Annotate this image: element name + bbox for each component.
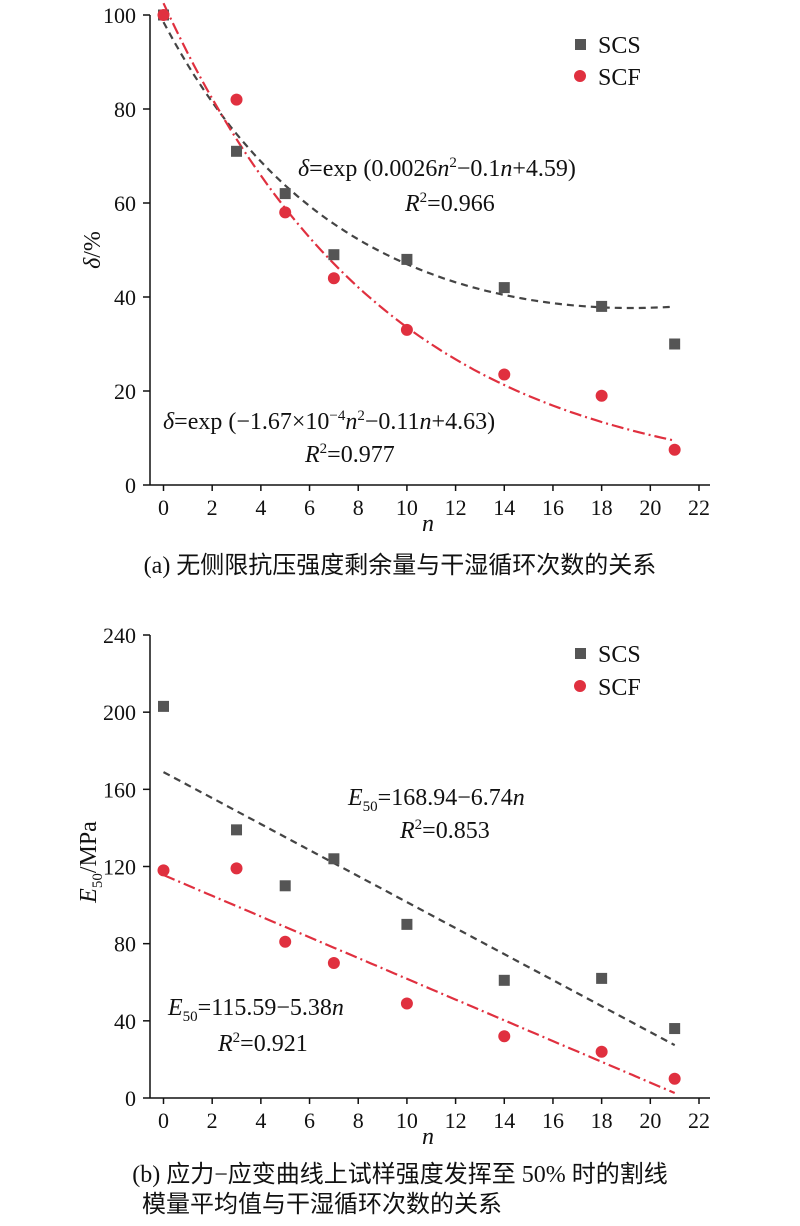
x-tick-label-b-22: 22 (688, 1108, 710, 1133)
y-tick-label-b-40: 40 (114, 1009, 136, 1034)
point-scf-b-2 (279, 935, 292, 948)
point-scs-a-2 (279, 188, 291, 200)
y-tick-label-a-80: 80 (114, 97, 136, 122)
y-tick-label-b-0: 0 (125, 1086, 136, 1111)
x-tick-label-a-10: 10 (396, 495, 418, 520)
point-scf-a-0 (157, 9, 170, 21)
point-scf-a-4 (400, 323, 413, 336)
x-axis-label-b: n (422, 1124, 434, 1150)
panel-a: 0 2 4 6 8 10 12 14 16 18 20 22 0 20 40 60 80 100 δ/% n SC… (80, 2, 710, 537)
x-axis-label-a: n (422, 511, 434, 537)
point-scs-b-0 (158, 700, 169, 712)
point-scs-b-3 (328, 853, 340, 865)
y-tick-label-b-160: 160 (103, 777, 136, 802)
x-tick-label-b-12: 12 (445, 1108, 467, 1133)
y-tick-label-a-20: 20 (114, 379, 136, 404)
x-tick-label-b-16: 16 (542, 1108, 564, 1133)
legend-scf-label-a: SCF (598, 65, 641, 91)
x-tick-label-a-18: 18 (591, 495, 613, 520)
legend-scs-label-b: SCS (598, 642, 641, 668)
legend-scs-label-a: SCS (598, 33, 641, 59)
x-tick-label-a-22: 22 (688, 495, 710, 520)
caption-b-line1: (b) 应力−应变曲线上试样强度发挥至 50% 时的割线 (132, 1162, 668, 1188)
point-scf-b-5 (498, 1030, 511, 1043)
point-scf-a-2 (279, 206, 292, 219)
y-axis-label-b: E50/MPa (76, 821, 106, 904)
y-tick-label-a-40: 40 (114, 285, 136, 310)
fit-r2-scs-b: R2=0.853 (399, 817, 490, 844)
point-scs-a-5 (498, 282, 510, 294)
point-scs-a-3 (328, 249, 340, 261)
point-scs-a-1 (231, 145, 243, 157)
fit-line-scs-a (162, 21, 675, 310)
x-tick-label-b-0: 0 (158, 1108, 169, 1133)
fit-line-scs-b (162, 771, 676, 1047)
point-scf-a-3 (327, 272, 340, 285)
point-scf-a-6 (595, 389, 608, 402)
y-tick-label-a-100: 100 (103, 3, 136, 28)
x-tick-label-a-2: 2 (207, 495, 218, 520)
point-scs-b-5 (498, 974, 510, 986)
y-tick-label-b-80: 80 (114, 932, 136, 957)
point-scf-b-0 (157, 864, 170, 877)
x-tick-label-a-14: 14 (493, 495, 515, 520)
y-tick-label-b-120: 120 (103, 855, 136, 880)
y-tick-label-b-200: 200 (103, 700, 136, 725)
caption-b-line2: 模量平均值与干湿循环次数的关系 (142, 1192, 502, 1218)
y-tick-label-b-240: 240 (103, 623, 136, 648)
y-axis-label-a: δ/% (80, 231, 106, 269)
point-scs-b-2 (279, 880, 291, 892)
fit-line-scf-a (162, 2, 675, 442)
y-tick-label-a-60: 60 (114, 191, 136, 216)
x-tick-label-a-6: 6 (304, 495, 315, 520)
legend-scs-marker-a (575, 39, 586, 50)
fit-equation-scs-b: E50=168.94−6.74n (347, 785, 525, 815)
x-tick-label-b-10: 10 (396, 1108, 418, 1133)
point-scf-a-5 (498, 368, 511, 381)
x-tick-label-a-16: 16 (542, 495, 564, 520)
point-scf-a-1 (230, 93, 243, 106)
point-scs-b-1 (231, 824, 243, 836)
point-scs-a-7 (669, 338, 681, 350)
x-tick-label-b-18: 18 (591, 1108, 613, 1133)
point-scf-b-6 (595, 1045, 608, 1058)
x-tick-label-b-2: 2 (207, 1108, 218, 1133)
legend-scf-label-b: SCF (598, 675, 641, 701)
x-tick-label-a-4: 4 (255, 495, 266, 520)
legend-scf-marker-b (574, 680, 586, 692)
y-tick-label-a-0: 0 (125, 473, 136, 498)
caption-a: (a) 无侧限抗压强度剩余量与干湿循环次数的关系 (143, 553, 657, 579)
x-tick-label-a-8: 8 (353, 495, 364, 520)
fit-equation-scf-b: E50=115.59−5.38n (167, 995, 344, 1025)
x-tick-label-b-20: 20 (639, 1108, 661, 1133)
panel-b: 0 2 4 6 8 10 12 14 16 18 20 22 0 40 80 120 160 200 240 E50… (76, 623, 710, 1150)
x-tick-label-a-20: 20 (639, 495, 661, 520)
point-scs-b-7 (669, 1023, 681, 1035)
point-scf-b-3 (327, 956, 340, 969)
x-tick-label-b-8: 8 (353, 1108, 364, 1133)
legend-scs-marker-b (575, 648, 586, 659)
point-scf-a-7 (668, 443, 681, 456)
fit-line-scf-b (163, 873, 676, 1095)
x-tick-label-b-6: 6 (304, 1108, 315, 1133)
x-tick-label-a-0: 0 (158, 495, 169, 520)
point-scs-b-4 (401, 918, 413, 930)
point-scs-a-6 (596, 300, 608, 312)
point-scf-b-4 (400, 997, 413, 1010)
fit-r2-scs-a: R2=0.966 (404, 190, 495, 217)
fit-r2-scf-a: R2=0.977 (304, 441, 395, 468)
point-scs-a-4 (401, 253, 413, 265)
point-scf-b-1 (230, 862, 243, 875)
fit-r2-scf-b: R2=0.921 (217, 1030, 308, 1057)
x-tick-label-b-4: 4 (255, 1108, 266, 1133)
x-tick-label-a-12: 12 (445, 495, 467, 520)
fit-equation-scs-a: δ=exp (0.0026n2−0.1n+4.59) (298, 155, 576, 182)
point-scf-b-7 (668, 1072, 681, 1085)
point-scs-b-6 (596, 972, 608, 984)
x-tick-label-b-14: 14 (493, 1108, 515, 1133)
fit-equation-scf-a: δ=exp (−1.67×10−4n2−0.11n+4.63) (163, 408, 495, 435)
legend-scf-marker-a (574, 70, 586, 82)
